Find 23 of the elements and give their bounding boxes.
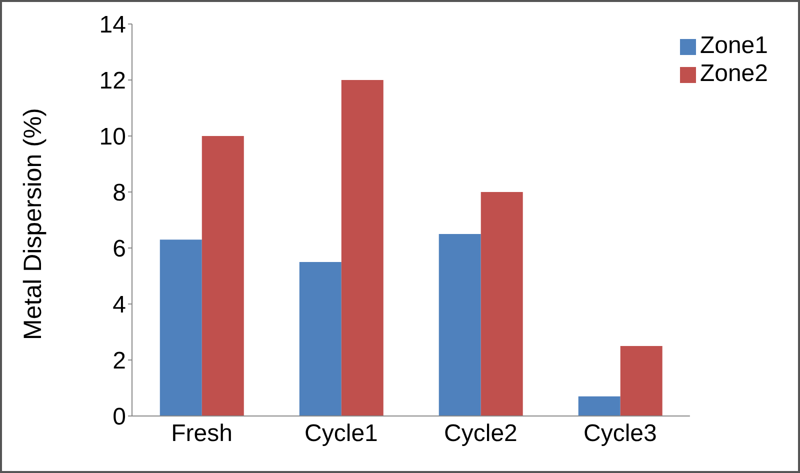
bar bbox=[578, 396, 620, 416]
y-tick-label: 12 bbox=[99, 68, 126, 95]
y-tick-label: 0 bbox=[112, 404, 126, 431]
y-tick-label: 2 bbox=[112, 348, 126, 375]
y-tick-label: 14 bbox=[99, 12, 126, 39]
x-tick-label: Cycle2 bbox=[444, 420, 518, 448]
y-tick-label: 8 bbox=[112, 180, 126, 207]
y-tick-label: 6 bbox=[112, 236, 126, 263]
x-tick-label: Cycle1 bbox=[304, 420, 378, 448]
bar bbox=[160, 240, 202, 416]
y-axis-title: Metal Dispersion (%) bbox=[18, 108, 47, 340]
bar bbox=[299, 262, 342, 416]
bar bbox=[341, 80, 384, 416]
bar bbox=[438, 234, 481, 416]
legend-label: Zone1 bbox=[700, 32, 768, 59]
bar bbox=[480, 192, 523, 416]
bar bbox=[202, 136, 244, 416]
bar bbox=[620, 346, 662, 416]
x-tick-label: Fresh bbox=[171, 420, 232, 448]
x-tick-label: Cycle3 bbox=[584, 420, 657, 448]
y-tick-label: 10 bbox=[99, 124, 126, 151]
y-tick-label: 4 bbox=[112, 292, 126, 319]
legend-label: Zone2 bbox=[700, 60, 768, 87]
